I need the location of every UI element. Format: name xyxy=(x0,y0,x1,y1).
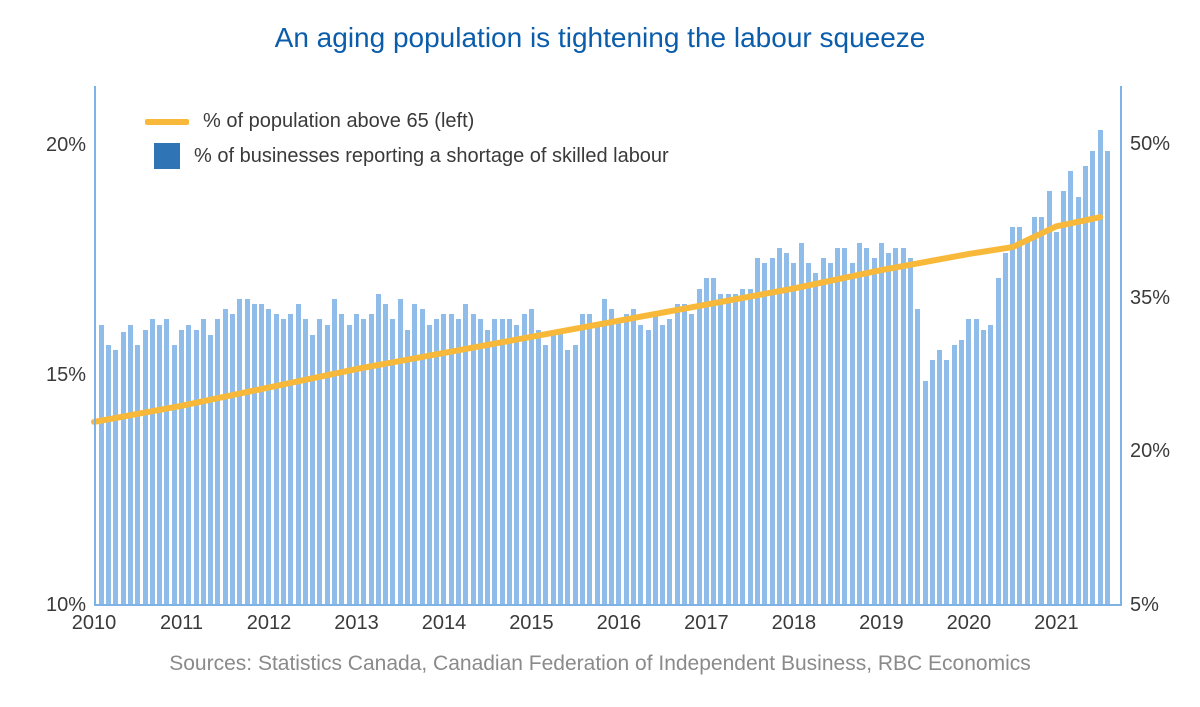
x-tick-label: 2012 xyxy=(239,612,299,635)
source-note: Sources: Statistics Canada, Canadian Fed… xyxy=(0,652,1200,676)
x-tick-label: 2010 xyxy=(64,612,124,635)
x-tick-label: 2016 xyxy=(589,612,649,635)
legend-bar-label: % of businesses reporting a shortage of … xyxy=(194,145,669,168)
legend-item-line: % of population above 65 (left) xyxy=(145,110,669,133)
y-right-tick-label: 35% xyxy=(1130,287,1200,310)
x-tick-label: 2013 xyxy=(326,612,386,635)
chart-title: An aging population is tightening the la… xyxy=(0,22,1200,54)
legend: % of population above 65 (left) % of bus… xyxy=(145,110,669,179)
legend-line-label: % of population above 65 (left) xyxy=(203,110,474,133)
y-right-tick-label: 50% xyxy=(1130,133,1200,156)
x-tick-label: 2019 xyxy=(851,612,911,635)
x-tick-label: 2017 xyxy=(676,612,736,635)
y-right-tick-label: 20% xyxy=(1130,440,1200,463)
x-tick-label: 2015 xyxy=(501,612,561,635)
x-tick-label: 2018 xyxy=(764,612,824,635)
x-tick-label: 2021 xyxy=(1026,612,1086,635)
y-left-tick-label: 20% xyxy=(6,134,86,157)
x-tick-label: 2020 xyxy=(939,612,999,635)
chart-root: An aging population is tightening the la… xyxy=(0,0,1200,707)
y-right-tick-label: 5% xyxy=(1130,594,1200,617)
y-left-tick-label: 15% xyxy=(6,364,86,387)
legend-bar-swatch xyxy=(154,143,180,169)
x-tick-label: 2014 xyxy=(414,612,474,635)
legend-item-bar: % of businesses reporting a shortage of … xyxy=(145,143,669,169)
x-tick-label: 2011 xyxy=(151,612,211,635)
legend-line-swatch xyxy=(145,119,189,125)
